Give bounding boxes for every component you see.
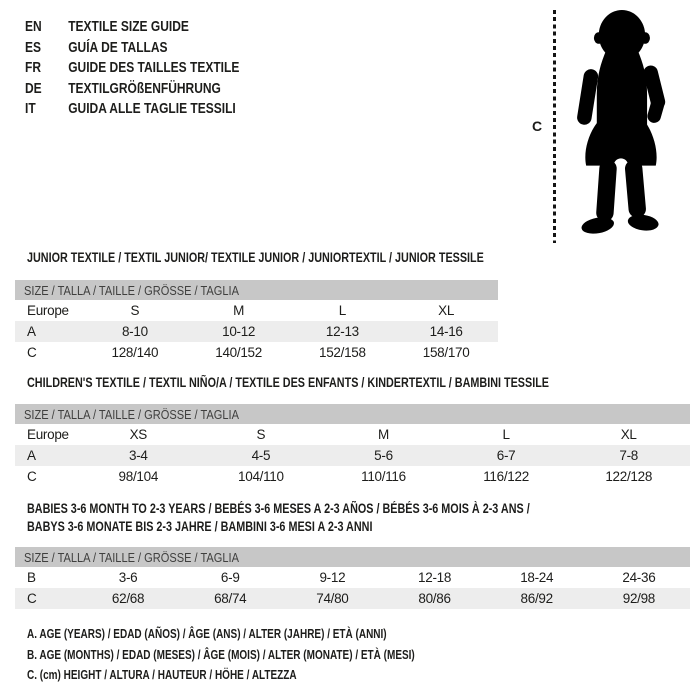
size-table-children: SIZE / TALLA / TAILLE / GRÖSSE / TAGLIA E… (15, 404, 690, 487)
size-value-cell: S (256, 427, 266, 442)
size-header-row: SIZE / TALLA / TAILLE / GRÖSSE / TAGLIA (15, 404, 690, 424)
language-row: DE TEXTILGRÖßENFÜHRUNG (25, 80, 239, 101)
section-children: CHILDREN'S TEXTILE / TEXTIL NIÑO/A / TEX… (15, 374, 690, 487)
size-value-cell: 92/98 (587, 588, 690, 609)
language-label: GUIDE DES TAILLES TEXTILE (68, 59, 240, 76)
size-header-text: SIZE / TALLA / TAILLE / GRÖSSE / TAGLIA (24, 406, 239, 422)
size-value-cell: 12-13 (290, 321, 395, 342)
size-value-cell: 86/92 (485, 588, 588, 609)
row-label: C (27, 345, 37, 360)
size-value-cell: 152/158 (319, 345, 366, 360)
section-babies: BABIES 3-6 MONTH TO 2-3 YEARS / BEBÉS 3-… (15, 500, 690, 609)
size-value-cell: 98/104 (118, 469, 159, 484)
language-row: IT GUIDA ALLE TAGLIE TESSILI (25, 100, 239, 121)
size-value-cell: 116/122 (483, 469, 529, 484)
language-code: EN (25, 18, 42, 35)
language-label: TEXTILE SIZE GUIDE (68, 18, 189, 35)
size-value-cell: 8-10 (83, 321, 187, 342)
row-label: B (27, 570, 36, 585)
legend-line: B. AGE (MONTHS) / EDAD (MESES) / ÂGE (MO… (27, 647, 415, 662)
table-row-junior-c: C 128/140 140/152 152/158 158/170 (15, 342, 498, 363)
table-row-children-c: C 98/104 104/110 110/116 116/122 122/128 (15, 466, 690, 487)
height-dashed-line (553, 10, 556, 243)
row-label: C (15, 588, 77, 609)
section-title-babies: BABIES 3-6 MONTH TO 2-3 YEARS / BEBÉS 3-… (27, 501, 530, 516)
language-list: EN TEXTILE SIZE GUIDE ES GUÍA DE TALLAS FR GU… (25, 18, 293, 121)
size-header-row: SIZE / TALLA / TAILLE / GRÖSSE / TAGLIA (15, 547, 690, 567)
size-value-cell: 6-9 (220, 570, 240, 585)
language-code: FR (25, 59, 41, 76)
language-label: GUÍA DE TALLAS (68, 38, 168, 56)
size-value-cell: 158/170 (422, 345, 470, 360)
measurement-legend: A. AGE (YEARS) / EDAD (AÑOS) / ÂGE (ANS)… (27, 624, 512, 686)
table-row-babies-c: C 62/68 68/74 74/80 80/86 86/92 92/98 (15, 588, 690, 609)
size-header-cell: SIZE / TALLA / TAILLE / GRÖSSE / TAGLIA (15, 404, 690, 424)
size-header-cell: SIZE / TALLA / TAILLE / GRÖSSE / TAGLIA (15, 547, 690, 567)
height-measure-label: C (532, 118, 543, 134)
row-label: Europe (27, 427, 69, 442)
size-value-cell: 110/116 (361, 469, 406, 484)
row-label: Europe (27, 303, 69, 318)
baby-head (598, 9, 646, 61)
size-value-cell: XS (129, 427, 148, 442)
language-code: DE (25, 79, 42, 97)
size-value-cell: 7-8 (567, 445, 690, 466)
size-value-cell: 6-7 (444, 445, 568, 466)
language-code: ES (25, 38, 42, 56)
size-value-cell: 68/74 (179, 588, 282, 609)
size-value-cell: 14-16 (394, 321, 498, 342)
section-title-children: CHILDREN'S TEXTILE / TEXTIL NIÑO/A / TEX… (27, 375, 550, 390)
size-table-junior: SIZE / TALLA / TAILLE / GRÖSSE / TAGLIA E… (15, 280, 498, 363)
size-value-cell: M (233, 303, 245, 318)
size-value-cell: 80/86 (383, 588, 486, 609)
size-value-cell: 4-5 (199, 445, 323, 466)
size-value-cell: 74/80 (281, 588, 384, 609)
language-label: GUIDA ALLE TAGLIE TESSILI (68, 100, 236, 117)
baby-silhouette-image (577, 9, 666, 234)
size-value-cell: 18-24 (520, 570, 554, 585)
size-value-cell: 3-6 (118, 570, 138, 585)
row-label: A (15, 445, 77, 466)
size-header-text: SIZE / TALLA / TAILLE / GRÖSSE / TAGLIA (24, 282, 239, 298)
language-row: EN TEXTILE SIZE GUIDE (25, 18, 239, 39)
size-value-cell: L (338, 303, 347, 318)
row-label: A (15, 321, 83, 342)
legend-line: A. AGE (YEARS) / EDAD (AÑOS) / ÂGE (ANS)… (27, 627, 387, 641)
language-row: FR GUIDE DES TAILLES TEXTILE (25, 59, 239, 80)
size-value-cell: 3-4 (77, 445, 200, 466)
size-value-cell: M (378, 427, 389, 442)
table-row-children-europe: Europe XS S M L XL (15, 424, 690, 445)
size-value-cell: 140/152 (215, 345, 262, 360)
language-label: TEXTILGRÖßENFÜHRUNG (68, 79, 221, 97)
size-value-cell: XL (438, 303, 455, 318)
section-title-junior: JUNIOR TEXTILE / TEXTIL JUNIOR/ TEXTILE … (27, 250, 484, 265)
table-row-junior-europe: Europe S M L XL (15, 300, 498, 321)
size-value-cell: 62/68 (77, 588, 180, 609)
row-label: C (27, 469, 37, 484)
size-value-cell: S (130, 303, 140, 318)
size-value-cell: XL (620, 427, 637, 442)
size-header-cell: SIZE / TALLA / TAILLE / GRÖSSE / TAGLIA (15, 280, 498, 300)
size-value-cell: 12-18 (418, 570, 452, 585)
size-header-row: SIZE / TALLA / TAILLE / GRÖSSE / TAGLIA (15, 280, 498, 300)
size-value-cell: 5-6 (322, 445, 445, 466)
size-value-cell: 9-12 (319, 570, 346, 585)
size-value-cell: 128/140 (111, 345, 159, 360)
table-row-babies-b: B 3-6 6-9 9-12 12-18 18-24 24-36 (15, 567, 690, 588)
size-table-babies: SIZE / TALLA / TAILLE / GRÖSSE / TAGLIA B… (15, 547, 690, 609)
size-value-cell: 10-12 (186, 321, 291, 342)
size-value-cell: 122/128 (605, 469, 653, 484)
table-row-junior-a: A 8-10 10-12 12-13 14-16 (15, 321, 498, 342)
size-value-cell: L (502, 427, 510, 442)
language-code: IT (25, 100, 36, 117)
language-row: ES GUÍA DE TALLAS (25, 39, 239, 60)
section-junior: JUNIOR TEXTILE / TEXTIL JUNIOR/ TEXTILE … (15, 249, 598, 363)
section-title-babies: BABYS 3-6 MONATE BIS 2-3 JAHRE / BAMBINI… (27, 519, 373, 534)
size-value-cell: 24-36 (622, 570, 656, 585)
size-header-text: SIZE / TALLA / TAILLE / GRÖSSE / TAGLIA (24, 549, 239, 565)
legend-line: C. (cm) HEIGHT / ALTURA / HAUTEUR / HÖHE… (27, 668, 297, 682)
table-row-children-a: A 3-4 4-5 5-6 6-7 7-8 (15, 445, 690, 466)
size-value-cell: 104/110 (238, 469, 284, 484)
